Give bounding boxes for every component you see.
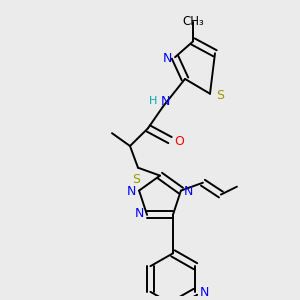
Text: S: S bbox=[132, 173, 140, 186]
Text: N: N bbox=[200, 286, 209, 299]
Text: N: N bbox=[162, 52, 172, 65]
Text: N: N bbox=[126, 185, 136, 198]
Text: H: H bbox=[149, 96, 157, 106]
Text: N: N bbox=[160, 95, 170, 108]
Text: S: S bbox=[216, 89, 224, 102]
Text: N: N bbox=[134, 207, 144, 220]
Text: N: N bbox=[184, 185, 194, 198]
Text: CH₃: CH₃ bbox=[182, 15, 204, 28]
Text: O: O bbox=[174, 135, 184, 148]
